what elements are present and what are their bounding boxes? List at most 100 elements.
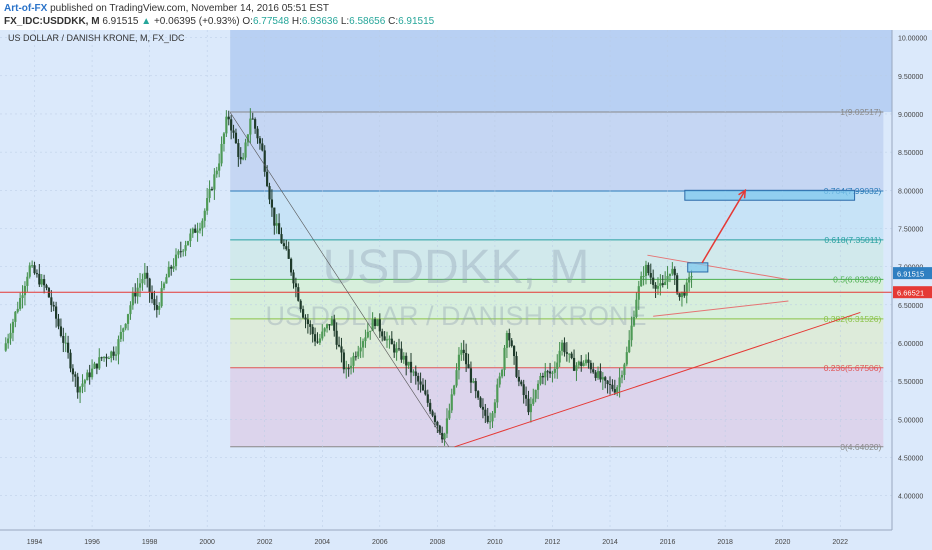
- candle-body: [400, 348, 403, 360]
- trendline-support: [454, 311, 861, 448]
- candle-body: [38, 273, 41, 285]
- candle-body: [563, 342, 566, 353]
- candle-body: [126, 314, 130, 324]
- low-label: L:: [340, 16, 350, 27]
- candle-body: [678, 293, 681, 298]
- candle-body: [680, 291, 684, 298]
- candle-body: [388, 338, 391, 340]
- candle-body: [40, 279, 43, 285]
- trendline-triangle-top: [647, 254, 789, 281]
- candle-body: [232, 130, 235, 133]
- x-tick-label: 2022: [832, 539, 848, 546]
- candle-body: [606, 380, 609, 385]
- x-tick-label: 1994: [27, 539, 43, 546]
- candle-body: [512, 345, 516, 357]
- candle-body: [462, 349, 465, 354]
- candle-body: [524, 395, 528, 399]
- candle-body: [26, 276, 29, 286]
- candle-body: [503, 347, 506, 370]
- candle-body: [289, 258, 293, 273]
- high-value: 6.93636: [301, 16, 339, 27]
- candle-body: [86, 372, 89, 381]
- candle-body: [28, 265, 31, 277]
- candle-body: [527, 398, 530, 413]
- y-tick-label: 10.00000: [898, 36, 927, 43]
- candle-body: [43, 279, 46, 286]
- candle-body: [16, 308, 19, 312]
- candle-body: [489, 421, 492, 423]
- candle-body: [601, 377, 604, 380]
- candle-body: [664, 281, 667, 285]
- candle-body: [220, 143, 223, 164]
- candle-body: [652, 277, 655, 285]
- candle-body: [105, 356, 108, 359]
- candle-body: [390, 338, 393, 345]
- open-label: O:: [242, 16, 253, 27]
- y-tick-label: 4.00000: [898, 494, 923, 501]
- candle-body: [249, 118, 252, 135]
- y-tick-label: 6.00000: [898, 341, 923, 348]
- candle-body: [278, 223, 281, 235]
- candle-body: [565, 352, 568, 354]
- candle-body: [170, 266, 173, 269]
- candle-body: [122, 328, 125, 332]
- candle-body: [119, 331, 122, 340]
- target-box: [684, 189, 856, 201]
- candle-body: [431, 411, 434, 416]
- candle-body: [481, 406, 485, 410]
- x-tick-label: 2014: [602, 539, 618, 546]
- candle-body: [357, 351, 360, 357]
- candle-body: [479, 397, 482, 407]
- candle-body: [107, 358, 110, 360]
- candle-body: [443, 433, 446, 440]
- candle-body: [584, 359, 588, 364]
- candle-body: [520, 381, 523, 385]
- candle-body: [625, 352, 628, 365]
- candle-body: [318, 338, 321, 343]
- candle-body: [9, 332, 12, 339]
- candle-body: [587, 359, 590, 363]
- y-tick-label: 9.50000: [898, 74, 923, 81]
- y-tick-label: 4.50000: [898, 455, 923, 462]
- x-tick-label: 2016: [660, 539, 676, 546]
- candle-body: [124, 323, 127, 329]
- x-tick-label: 2000: [199, 539, 215, 546]
- candle-body: [688, 277, 691, 283]
- candle-body: [668, 273, 672, 276]
- candle-body: [100, 357, 103, 359]
- fib-level-label: 0.382(6.31526): [824, 314, 882, 324]
- candle-body: [110, 351, 113, 359]
- candle-body: [246, 134, 250, 143]
- candle-body: [239, 156, 242, 160]
- author-link[interactable]: Art-of-FX: [4, 3, 48, 14]
- candle-body: [182, 250, 185, 252]
- candle-body: [467, 364, 470, 369]
- candle-body: [66, 342, 70, 353]
- candle-body: [321, 331, 324, 339]
- candle-body: [594, 372, 597, 378]
- fib-level-label: 0.618(7.35011): [824, 235, 881, 245]
- candle-body: [55, 306, 58, 319]
- hline-price-marker: [893, 286, 932, 299]
- candle-body: [306, 319, 309, 325]
- candle-body: [556, 362, 559, 369]
- candle-body: [596, 371, 600, 378]
- candle-body: [383, 336, 386, 341]
- candle-body: [234, 132, 238, 144]
- candle-body: [251, 118, 254, 120]
- candle-body: [309, 324, 312, 327]
- candle-body: [635, 299, 638, 318]
- candle-body: [148, 278, 151, 293]
- candle-body: [78, 386, 82, 393]
- candle-body: [311, 326, 314, 335]
- candle-body: [19, 298, 22, 309]
- candle-body: [258, 138, 262, 144]
- candle-body: [649, 273, 652, 278]
- fib-zone: [230, 239, 884, 280]
- candle-body: [328, 324, 331, 326]
- target-arrow-line: [701, 189, 746, 264]
- candle-body: [23, 285, 27, 296]
- candle-body: [608, 384, 612, 386]
- up-arrow-icon: ▲: [141, 16, 152, 27]
